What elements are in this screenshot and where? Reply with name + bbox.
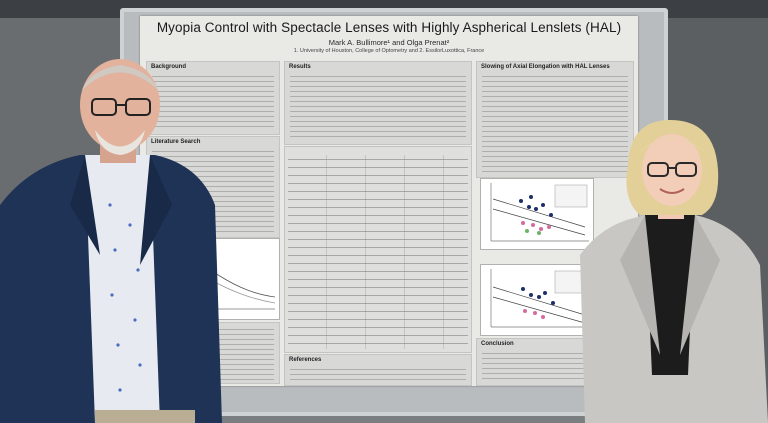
poster-title: Myopia Control with Spectacle Lenses wit… <box>156 20 622 35</box>
poster-authors: Mark A. Bullimore¹ and Olga Prenat² <box>328 38 450 47</box>
scatter-graphic-bottom <box>490 269 589 328</box>
slowing-section: Slowing of Axial Elongation with HAL Len… <box>476 61 634 178</box>
background-section: Background <box>146 61 280 135</box>
presenter-man <box>0 59 222 423</box>
background-heading: Background <box>151 64 187 70</box>
poster-affiliation: 1. University of Houston, College of Opt… <box>293 48 485 54</box>
references-heading: References <box>289 357 322 363</box>
right-chart-bottom <box>480 264 594 336</box>
slowing-heading: Slowing of Axial Elongation with HAL Len… <box>481 64 610 70</box>
results-heading: Results <box>289 64 311 70</box>
results-section: Results <box>284 61 472 145</box>
conclusion-heading: Conclusion <box>481 341 514 347</box>
scatter-graphic-top <box>490 183 589 242</box>
results-table <box>284 146 472 353</box>
literature-heading: Literature Search <box>151 139 201 145</box>
presenter-woman <box>580 120 768 423</box>
references-section: References <box>284 354 472 386</box>
right-chart-top <box>480 178 594 250</box>
